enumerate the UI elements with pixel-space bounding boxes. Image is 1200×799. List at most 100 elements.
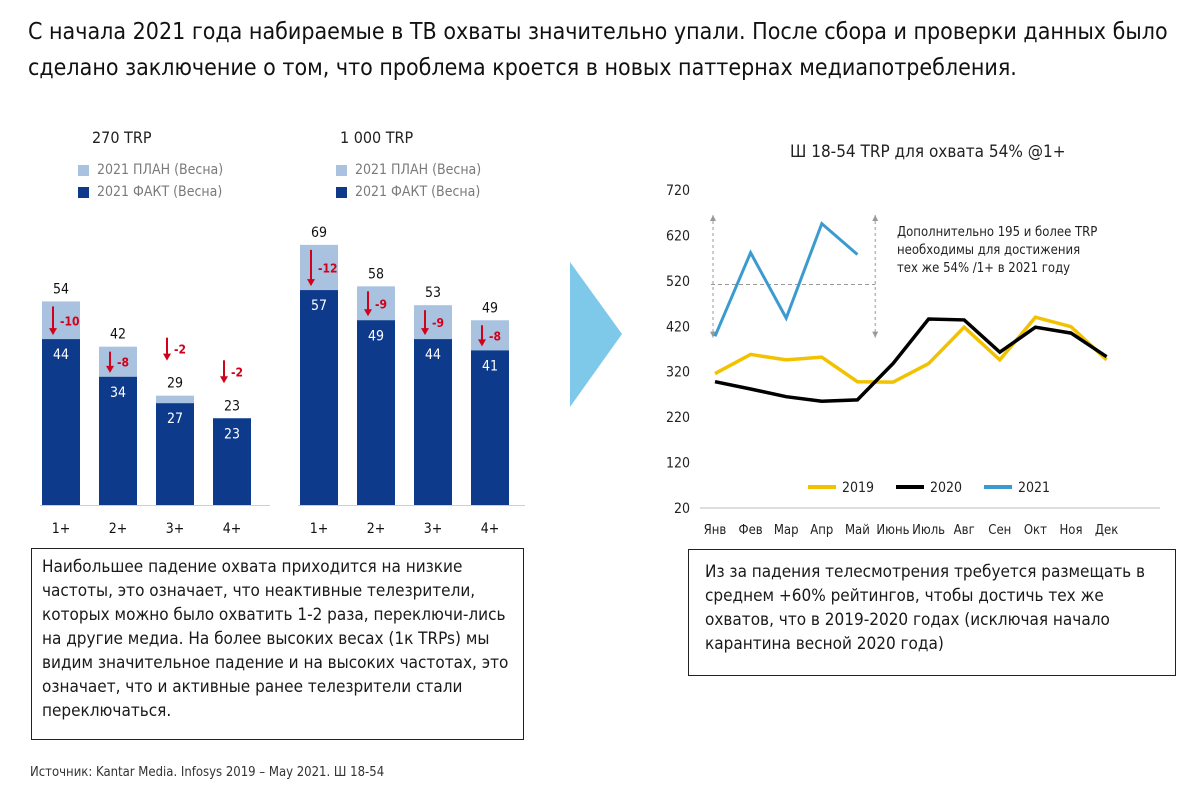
source-note: Источник: Kantar Media. Infosys 2019 – M… [30,765,385,780]
delta-label: -10 [60,314,80,328]
delta-label: -9 [375,297,387,311]
y-tick-label: 720 [666,183,690,199]
bracket-arrow-up-icon [872,214,879,221]
series-2021-line [713,221,859,337]
fact-bar [300,290,338,505]
delta-arrowhead-icon [307,279,315,287]
month-tick-label: Июнь [876,523,909,538]
headline: С начала 2021 года набираемые в ТВ охват… [28,19,1168,81]
fact-bar [42,339,80,505]
plan-value-label: 53 [425,285,441,301]
annotation-line: необходимы для достижения [897,243,1080,258]
arrow-shape [570,262,622,407]
series-2019-line [714,315,1108,384]
month-tick-label: Янв [704,523,727,538]
delta-label: -9 [432,316,444,330]
bracket-arrow-up-icon [710,214,716,221]
fact-bar [357,320,395,505]
bar-chart-2: 69 57 -12 1+ 58 49 -9 2+ 53 44 -9 3+ 49 41 -8 4+ [298,225,525,537]
fact-swatch [336,186,347,198]
delta-arrowhead-icon [49,328,57,336]
delta-label: -12 [318,261,338,275]
delta-arrowhead-icon [163,353,171,361]
y-tick-label: 420 [666,319,690,335]
left-insight-box: Наибольшее падение охвата приходится на … [31,548,524,740]
fact-value-label: 23 [224,426,240,442]
category-tick-label: 3+ [424,521,443,537]
bar-chart-1-legend-fact: 2021 ФАКТ (Весна) [78,184,222,200]
annotation-line: Дополнительно 195 и более TRP [897,225,1097,240]
month-tick-label: Дек [1095,523,1118,538]
delta-arrowhead-icon [106,365,114,373]
plan-value-label: 23 [224,398,240,414]
legend-plan-label: 2021 ПЛАН (Весна) [355,162,482,178]
category-tick-label: 1+ [310,521,329,537]
line-chart-title: Ш 18-54 TRP для охвата 54% @1+ [790,142,1066,162]
fact-value-label: 57 [311,298,327,314]
month-tick-label: Мар [774,523,799,538]
month-tick-label: Авг [954,523,975,538]
fact-value-label: 41 [482,358,498,374]
y-tick-label: 620 [666,228,690,244]
bar-chart-1-legend-plan: 2021 ПЛАН (Весна) [78,162,223,178]
plan-swatch [336,164,347,176]
fact-bar [471,350,509,505]
delta-label: -2 [174,343,186,357]
right-insight-box: Из за падения телесмотрения требуется ра… [688,549,1176,676]
month-tick-label: Фев [739,523,763,538]
month-tick-label: Апр [810,523,833,538]
fact-bar [156,403,194,505]
month-tick-label: Ноя [1060,523,1083,538]
fact-value-label: 34 [110,385,126,401]
line-chart: 720 620 520 420 320 220 120 20 Янв Фев Мар Апр Май Ию… [666,183,1160,538]
y-tick-label: 120 [666,456,690,472]
legend-label: 2019 [842,480,874,496]
delta-arrowhead-icon [220,376,228,384]
category-tick-label: 3+ [166,521,185,537]
delta-arrowhead-icon [478,339,486,347]
bar-chart-1: 54 44 -10 1+ 42 34 -8 2+ 29 27 -2 3+ 23 23 -2 4+ [40,281,270,537]
legend-label: 2021 [1018,480,1050,496]
delta-label: -2 [231,365,243,379]
fact-value-label: 49 [368,328,384,344]
plan-value-label: 29 [167,376,183,392]
delta-label: -8 [117,356,129,370]
y-tick-label: 220 [666,410,690,426]
y-tick-label: 520 [666,274,690,290]
bracket-arrow-down-icon [872,331,879,338]
fact-value-label: 44 [425,347,441,363]
month-tick-label: Сен [988,523,1011,538]
legend-label: 2020 [930,480,962,496]
fact-swatch [78,186,89,198]
plan-value-label: 42 [110,327,126,343]
series-2020-line [714,317,1108,403]
right-arrow-icon [570,262,622,407]
plan-swatch [78,164,89,176]
y-tick-label: 320 [666,365,690,381]
category-tick-label: 4+ [481,521,500,537]
legend-fact-label: 2021 ФАКТ (Весна) [355,184,481,200]
legend-plan-label: 2021 ПЛАН (Весна) [97,162,224,178]
month-tick-label: Окт [1024,523,1047,538]
month-tick-label: Июль [912,523,945,538]
annotation-line: тех же 54% /1+ в 2021 году [897,261,1070,276]
category-tick-label: 2+ [367,521,386,537]
legend-fact-label: 2021 ФАКТ (Весна) [97,184,223,200]
bracket-arrow-down-icon [710,331,716,338]
month-tick-label: Май [845,523,870,538]
fact-bar [213,418,251,505]
fact-bar [414,339,452,505]
category-tick-label: 4+ [223,521,242,537]
delta-label: -8 [489,329,501,343]
bar-chart-2-legend-plan: 2021 ПЛАН (Весна) [336,162,481,178]
category-tick-label: 1+ [52,521,71,537]
bar-charts-svg: 54 44 -10 1+ 42 34 -8 2+ 29 27 -2 3+ 23 23 -2 4+ 69 57 -1… [40,225,525,537]
bar-chart-2-title: 1 000 TRP [340,128,414,147]
delta-arrowhead-icon [364,309,372,317]
plan-value-label: 54 [53,281,69,297]
plan-value-label: 49 [482,300,498,316]
plan-value-label: 58 [368,266,384,282]
fact-value-label: 27 [167,411,183,427]
plan-value-label: 69 [311,225,327,241]
delta-arrowhead-icon [421,328,429,336]
